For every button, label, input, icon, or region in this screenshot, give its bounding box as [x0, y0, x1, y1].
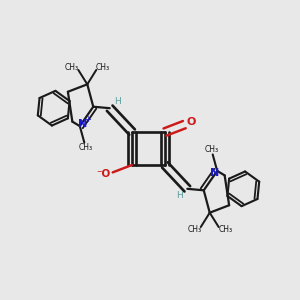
Text: ⁻O: ⁻O [97, 169, 111, 179]
Text: CH₃: CH₃ [204, 145, 218, 154]
Text: N: N [210, 168, 219, 178]
Text: N: N [78, 119, 87, 129]
Text: O: O [186, 117, 196, 127]
Text: CH₃: CH₃ [65, 63, 79, 72]
Text: CH₃: CH₃ [79, 143, 93, 152]
Text: CH₃: CH₃ [96, 63, 110, 72]
Text: CH₃: CH₃ [187, 225, 201, 234]
Text: +: + [84, 115, 91, 124]
Text: H: H [114, 97, 121, 106]
Text: H: H [176, 191, 183, 200]
Text: CH₃: CH₃ [218, 225, 232, 234]
